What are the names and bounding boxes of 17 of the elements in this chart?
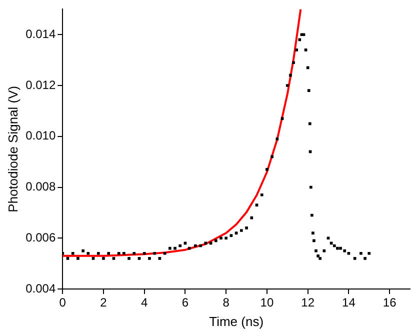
y-tick-label: 0.010 <box>26 128 56 143</box>
y-tick-label: 0.012 <box>26 78 56 92</box>
x-axis-title: Time (ns) <box>209 314 264 329</box>
y-axis-title: Photodiode Signal (V) <box>5 86 20 212</box>
y-tick-label: 0.014 <box>26 26 56 41</box>
y-tick-label: 0.006 <box>26 230 56 244</box>
x-tick-label: 4 <box>141 296 148 310</box>
y-tick-label: 0.008 <box>26 180 56 194</box>
x-tick-label: 8 <box>222 296 230 310</box>
x-tick-label: 12 <box>301 296 315 310</box>
x-tick-label: 0 <box>59 296 66 310</box>
x-tick-label: 10 <box>260 296 274 310</box>
x-tick-label: 14 <box>342 296 356 310</box>
x-tick-label: 6 <box>182 296 189 310</box>
y-tick-label: 0.004 <box>26 281 56 296</box>
x-tick-label: 2 <box>100 296 108 310</box>
x-tick-label: 16 <box>382 296 397 310</box>
